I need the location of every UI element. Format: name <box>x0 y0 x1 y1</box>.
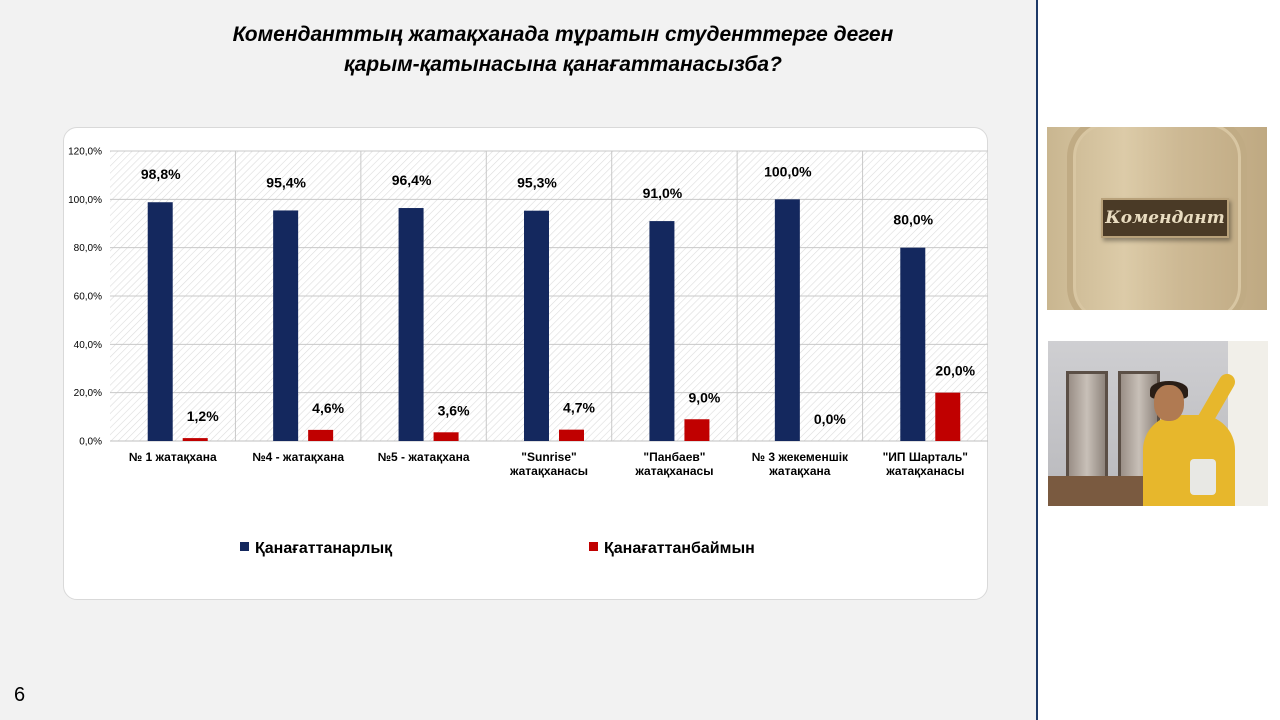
x-tick-label: жатақханасы <box>634 464 713 478</box>
bar-satisfied <box>398 208 424 441</box>
x-tick-label: №4 - жатақхана <box>252 450 344 464</box>
y-tick-label: 80,0% <box>74 243 102 254</box>
x-tick-label: жатақхана <box>768 464 830 478</box>
y-tick-label: 100,0% <box>68 195 102 206</box>
bar-not-satisfied <box>308 429 334 441</box>
person-bag <box>1190 459 1216 495</box>
y-tick-label: 40,0% <box>74 340 102 351</box>
x-tick-label: "Sunrise" <box>521 450 576 464</box>
bar-satisfied <box>649 221 675 441</box>
vertical-divider <box>1036 0 1038 720</box>
bar-satisfied <box>774 199 800 441</box>
bar-not-satisfied <box>559 429 584 441</box>
door-sign-text: Комендант <box>1105 208 1225 228</box>
data-label-not-satisfied: 1,2% <box>187 408 219 424</box>
y-tick-label: 120,0% <box>68 147 102 158</box>
x-tick-label: жатақханасы <box>509 464 588 478</box>
data-label-satisfied: 91,0% <box>643 185 683 201</box>
slide-title: Коменданттың жатақханада тұратын студент… <box>150 20 976 80</box>
door-panel <box>1067 127 1247 310</box>
data-label-not-satisfied: 20,0% <box>935 363 975 379</box>
legend-swatch <box>589 542 598 551</box>
y-tick-label: 60,0% <box>74 292 102 303</box>
slide-title-line-2: қарым-қатынасына қанағаттанасызба? <box>344 53 782 76</box>
y-tick-label: 0,0% <box>79 437 102 448</box>
person-figure <box>1143 415 1235 506</box>
data-label-satisfied: 95,4% <box>266 174 306 190</box>
bar-not-satisfied <box>433 432 459 441</box>
data-label-not-satisfied: 4,7% <box>563 400 595 416</box>
slide-title-line-1: Коменданттың жатақханада тұратын студент… <box>232 23 894 46</box>
legend-label: Қанағаттанарлық <box>255 540 393 557</box>
data-label-satisfied: 100,0% <box>764 163 812 179</box>
x-tick-label: "Панбаев" <box>643 450 705 464</box>
x-tick-label: №5 - жатақхана <box>378 450 470 464</box>
data-label-satisfied: 98,8% <box>141 166 181 182</box>
data-label-not-satisfied: 3,6% <box>438 402 470 418</box>
bar-satisfied <box>147 202 173 441</box>
bar-satisfied <box>273 210 299 441</box>
data-label-satisfied: 80,0% <box>893 212 933 228</box>
elevator-door <box>1066 371 1108 491</box>
data-label-satisfied: 95,3% <box>517 175 557 191</box>
bar-satisfied <box>524 210 549 441</box>
x-tick-label: № 1 жатақхана <box>129 450 217 464</box>
legend-label: Қанағаттанбаймын <box>604 540 755 557</box>
x-tick-label: жатақханасы <box>885 464 964 478</box>
bar-not-satisfied <box>684 419 710 441</box>
bar-satisfied <box>900 247 926 441</box>
y-tick-label: 20,0% <box>74 388 102 399</box>
page-number: 6 <box>14 684 26 706</box>
legend-swatch <box>240 542 249 551</box>
data-label-not-satisfied: 4,6% <box>312 400 344 416</box>
person-head <box>1154 385 1184 421</box>
door-photo: Комендант <box>1047 127 1267 310</box>
hallway-photo <box>1048 341 1268 506</box>
x-tick-label: "ИП Шарталь" <box>883 450 968 464</box>
door-sign-plaque: Комендант <box>1101 198 1229 238</box>
x-tick-label: № 3 жекеменшік <box>752 450 849 464</box>
data-label-satisfied: 96,4% <box>392 172 432 188</box>
data-label-not-satisfied: 9,0% <box>688 389 720 405</box>
data-label-not-satisfied: 0,0% <box>814 411 846 427</box>
bar-not-satisfied <box>182 438 208 441</box>
bar-not-satisfied <box>935 392 961 441</box>
